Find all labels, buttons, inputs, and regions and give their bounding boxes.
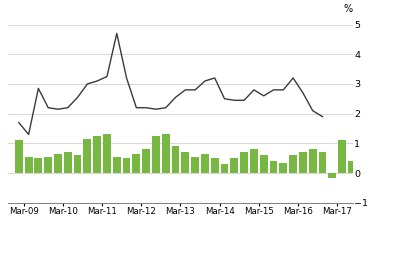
Bar [318, 152, 326, 173]
Bar [64, 152, 72, 173]
Bar [54, 154, 62, 173]
Bar [299, 152, 307, 173]
Bar [34, 158, 43, 173]
Bar [289, 155, 297, 173]
Bar [123, 158, 130, 173]
Bar [201, 154, 209, 173]
Bar [132, 154, 140, 173]
Bar [309, 149, 317, 173]
Bar [338, 140, 346, 173]
Bar [250, 149, 258, 173]
Bar [191, 157, 199, 173]
Bar [44, 157, 52, 173]
Bar [221, 164, 229, 173]
Bar [260, 155, 267, 173]
Bar [142, 149, 150, 173]
Bar [74, 155, 81, 173]
Bar [231, 158, 238, 173]
Bar [152, 136, 160, 173]
Bar [279, 163, 287, 173]
Bar [103, 134, 111, 173]
Bar [83, 139, 91, 173]
Bar [25, 157, 32, 173]
Bar [211, 158, 219, 173]
Bar [328, 173, 336, 178]
Bar [181, 152, 189, 173]
Text: %: % [344, 4, 353, 14]
Bar [113, 157, 121, 173]
Bar [93, 136, 101, 173]
Bar [162, 134, 170, 173]
Bar [269, 161, 277, 173]
Bar [15, 140, 23, 173]
Bar [348, 161, 356, 173]
Bar [240, 152, 248, 173]
Bar [172, 146, 180, 173]
